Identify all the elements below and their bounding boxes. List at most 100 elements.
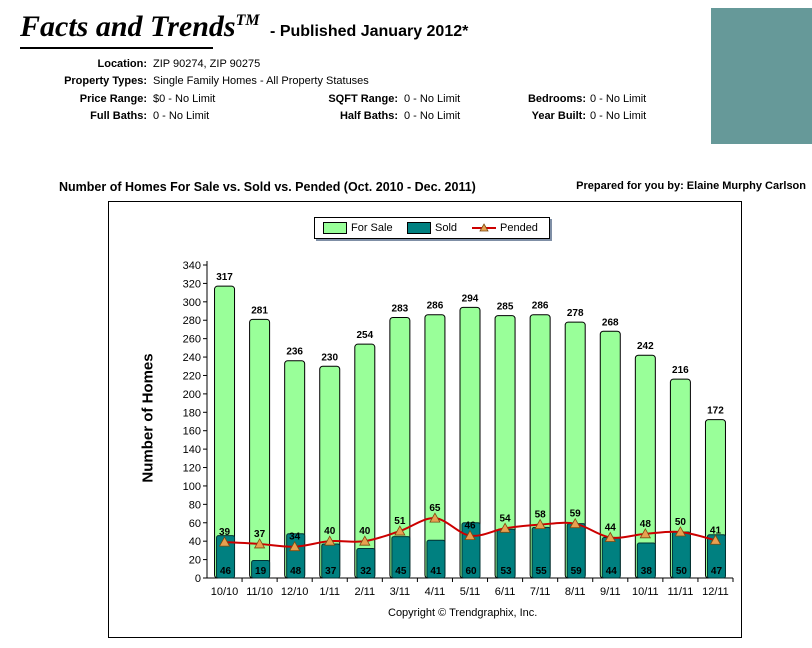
y-tick-label: 0 bbox=[195, 573, 201, 585]
sold-swatch bbox=[407, 222, 431, 235]
y-tick-label: 340 bbox=[183, 260, 201, 272]
y-tick-label: 120 bbox=[183, 463, 201, 475]
for-sale-value-label: 216 bbox=[672, 365, 689, 376]
for-sale-value-label: 230 bbox=[321, 352, 338, 363]
location-value: ZIP 90274, ZIP 90275 bbox=[153, 58, 261, 70]
pended-point bbox=[429, 512, 441, 523]
pended-value-label: 40 bbox=[324, 526, 336, 537]
legend-for-sale-label: For Sale bbox=[351, 222, 393, 234]
sold-bar bbox=[286, 533, 306, 579]
sold-bar bbox=[636, 542, 656, 579]
legend-for-sale: For Sale bbox=[323, 222, 393, 235]
for-sale-value-label: 317 bbox=[216, 272, 233, 283]
pended-value-label: 39 bbox=[219, 527, 231, 538]
for-sale-value-label: 254 bbox=[356, 330, 373, 341]
y-tick-label: 260 bbox=[183, 334, 201, 346]
pended-point bbox=[394, 525, 406, 536]
y-tick-label: 20 bbox=[189, 555, 201, 567]
sold-bar bbox=[426, 539, 446, 579]
x-tick-label: 10/11 bbox=[632, 586, 659, 598]
sold-value-label: 19 bbox=[255, 566, 267, 577]
x-tick-label: 10/10 bbox=[211, 586, 239, 598]
x-tick-label: 8/11 bbox=[565, 586, 586, 598]
for-sale-bar bbox=[424, 314, 446, 579]
pended-value-label: 54 bbox=[500, 513, 512, 524]
pended-point bbox=[253, 538, 266, 549]
for-sale-value-label: 294 bbox=[462, 293, 479, 304]
sold-bar bbox=[356, 548, 376, 579]
pended-value-label: 51 bbox=[394, 516, 406, 527]
pended-point bbox=[464, 529, 476, 541]
x-tick-label: 11/10 bbox=[246, 586, 273, 598]
pended-value-label: 58 bbox=[535, 510, 547, 521]
report-title: Facts and TrendsTM - Published January 2… bbox=[20, 10, 468, 44]
chart-legend: For Sale Sold Pended bbox=[314, 217, 550, 239]
sold-value-label: 32 bbox=[360, 566, 372, 577]
sold-bar bbox=[706, 534, 726, 579]
report-title-text: Facts and Trends bbox=[20, 10, 236, 43]
chart-title: Number of Homes For Sale vs. Sold vs. Pe… bbox=[59, 180, 476, 194]
legend-pended-label: Pended bbox=[500, 222, 538, 234]
pended-swatch bbox=[472, 223, 496, 232]
pended-value-label: 48 bbox=[640, 519, 652, 530]
x-tick-label: 6/11 bbox=[495, 586, 516, 598]
pended-value-label: 46 bbox=[464, 521, 476, 532]
x-tick-label: 12/10 bbox=[281, 586, 309, 598]
pended-point bbox=[569, 517, 581, 529]
half-baths-value: 0 - No Limit bbox=[404, 110, 461, 122]
pended-point bbox=[639, 527, 652, 539]
legend-sold: Sold bbox=[407, 222, 458, 235]
for-sale-value-label: 268 bbox=[602, 317, 619, 328]
bedrooms-value: 0 - No Limit bbox=[590, 93, 647, 105]
sold-value-label: 37 bbox=[325, 566, 337, 577]
price-range-value: $0 - No Limit bbox=[153, 93, 216, 105]
half-baths-label: Half Baths: bbox=[339, 110, 398, 122]
sqft-range-value: 0 - No Limit bbox=[404, 93, 461, 105]
full-baths-value: 0 - No Limit bbox=[153, 110, 210, 122]
y-tick-label: 140 bbox=[183, 444, 201, 456]
pended-point bbox=[499, 522, 511, 533]
x-tick-label: 7/11 bbox=[530, 586, 551, 598]
pended-value-label: 50 bbox=[675, 517, 687, 528]
x-tick-label: 4/11 bbox=[425, 586, 446, 598]
y-tick-label: 200 bbox=[183, 389, 201, 401]
sold-value-label: 46 bbox=[220, 566, 232, 577]
full-baths-label: Full Baths: bbox=[90, 110, 147, 122]
pended-point bbox=[604, 531, 616, 542]
for-sale-swatch bbox=[323, 222, 347, 235]
sold-value-label: 48 bbox=[290, 566, 302, 577]
pended-point bbox=[359, 535, 371, 546]
property-types-label: Property Types: bbox=[64, 75, 147, 87]
x-tick-label: 9/11 bbox=[600, 586, 621, 598]
pended-point bbox=[218, 536, 231, 547]
sold-value-label: 50 bbox=[676, 566, 688, 577]
y-tick-label: 300 bbox=[183, 297, 201, 309]
sold-value-label: 53 bbox=[501, 566, 513, 577]
for-sale-value-label: 242 bbox=[637, 341, 654, 352]
pended-value-label: 40 bbox=[359, 526, 371, 537]
sold-value-label: 45 bbox=[395, 566, 407, 577]
for-sale-value-label: 236 bbox=[286, 347, 303, 358]
property-types-value: Single Family Homes - All Property Statu… bbox=[153, 75, 369, 87]
y-tick-label: 240 bbox=[183, 352, 201, 364]
pended-value-label: 59 bbox=[570, 509, 582, 520]
pended-point bbox=[534, 518, 546, 530]
for-sale-value-label: 172 bbox=[707, 406, 724, 417]
legend-sold-label: Sold bbox=[435, 222, 458, 234]
pended-point bbox=[674, 526, 687, 537]
legend-pended: Pended bbox=[472, 222, 538, 234]
y-axis-label: Number of Homes bbox=[139, 353, 157, 483]
pended-value-label: 41 bbox=[710, 525, 722, 536]
prepared-for: Prepared for you by: Elaine Murphy Carls… bbox=[576, 180, 806, 192]
sold-bar bbox=[251, 560, 271, 579]
year-built-value: 0 - No Limit bbox=[590, 110, 647, 122]
sold-value-label: 38 bbox=[641, 566, 653, 577]
copyright: Copyright © Trendgraphix, Inc. bbox=[388, 607, 538, 619]
for-sale-value-label: 278 bbox=[567, 308, 584, 319]
published-date: - Published January 2012* bbox=[270, 23, 469, 40]
for-sale-value-label: 285 bbox=[497, 302, 514, 313]
teal-logo-block bbox=[711, 8, 812, 144]
y-tick-label: 80 bbox=[189, 499, 201, 511]
location-label: Location: bbox=[97, 58, 148, 70]
